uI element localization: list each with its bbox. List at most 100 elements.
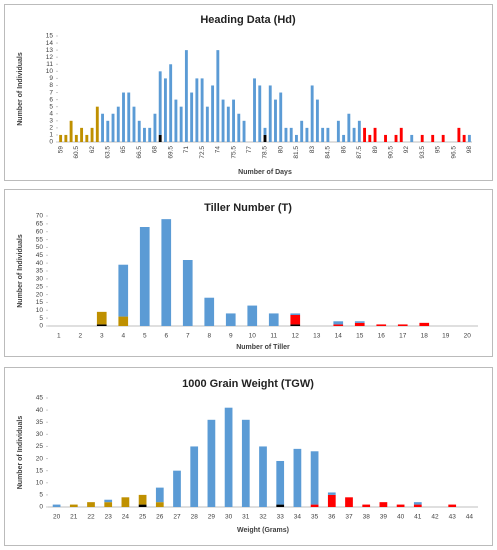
bar-segment: [225, 313, 236, 326]
x-tick-label: 96.5: [450, 146, 457, 159]
bar-segment: [399, 127, 403, 142]
bar-segment: [310, 504, 319, 507]
bar-segment: [410, 134, 414, 142]
bar-segment: [116, 106, 120, 142]
y-tick-label: 25: [36, 443, 44, 450]
y-tick-label: 12: [46, 54, 54, 61]
bar-segment: [139, 227, 150, 326]
bar-segment: [420, 134, 424, 142]
y-tick-label: 45: [36, 252, 44, 259]
y-tick-label: 2: [49, 125, 53, 132]
x-tick-label: 65: [120, 146, 127, 154]
x-tick-label: 3: [100, 333, 104, 340]
bar-segment: [190, 92, 194, 142]
bar-segment: [106, 120, 110, 142]
x-tick-label: 10: [249, 333, 257, 340]
x-tick-label: 19: [442, 333, 450, 340]
x-tick-label: 60.5: [73, 146, 80, 159]
x-tick-label: 74: [215, 146, 222, 154]
bar-segment: [441, 134, 445, 142]
y-tick-label: 1: [49, 132, 53, 139]
bar-segment: [80, 127, 84, 142]
bar-segment: [326, 127, 330, 142]
bar-segment: [413, 504, 422, 507]
y-tick-label: 10: [46, 68, 54, 75]
bar-segment: [263, 134, 267, 142]
y-axis-label: Number of Individuals: [17, 234, 24, 308]
bar-segment: [354, 322, 365, 326]
bar-segment: [74, 134, 78, 142]
bar-segment: [368, 134, 372, 142]
x-tick-label: 98: [466, 146, 473, 154]
bar-segment: [462, 134, 466, 142]
bar-segment: [95, 106, 99, 142]
bar-segment: [379, 502, 388, 507]
x-tick-label: 30: [225, 514, 233, 521]
bar-segment: [179, 106, 183, 142]
bar-segment: [363, 127, 367, 142]
bar-segment: [293, 448, 302, 507]
bar-segment: [143, 127, 146, 142]
bar-segment: [448, 504, 457, 507]
bar-segment: [161, 219, 172, 326]
y-tick-label: 9: [49, 75, 53, 82]
bar-segment: [158, 71, 162, 135]
bar-segment: [59, 134, 63, 142]
x-tick-label: 32: [259, 514, 267, 521]
bar-segment: [333, 321, 344, 325]
x-tick-label: 12: [292, 333, 300, 340]
bar-segment: [362, 504, 371, 507]
bar-segment: [305, 127, 309, 142]
x-tick-label: 6: [164, 333, 168, 340]
bar-segment: [373, 127, 377, 142]
y-tick-label: 30: [36, 431, 44, 438]
bar-segment: [327, 492, 336, 495]
bar-segment: [268, 85, 272, 142]
bar-segment: [96, 311, 107, 325]
bar-segment: [397, 324, 408, 326]
y-tick-label: 7: [49, 89, 53, 96]
x-axis-label: Number of Tiller: [236, 344, 290, 351]
x-tick-label: 86: [340, 146, 347, 154]
x-tick-label: 80: [277, 146, 284, 154]
y-tick-label: 15: [36, 467, 44, 474]
bar-segment: [118, 264, 129, 317]
x-tick-label: 62: [89, 146, 96, 154]
x-tick-label: 90.5: [387, 146, 394, 159]
bar-segment: [207, 419, 216, 507]
bar-segment: [190, 446, 199, 507]
bar-segment: [431, 134, 435, 142]
y-tick-label: 40: [36, 260, 44, 267]
x-tick-label: 8: [207, 333, 211, 340]
x-tick-label: 21: [70, 514, 78, 521]
bar-segment: [87, 502, 95, 507]
bar-segment: [111, 113, 115, 142]
bar-segment: [64, 134, 68, 142]
x-tick-label: 63.5: [105, 146, 112, 159]
x-tick-label: 87.5: [356, 146, 363, 159]
bar-segment: [376, 324, 387, 326]
bar-segment: [396, 504, 405, 507]
x-tick-label: 35: [311, 514, 319, 521]
x-tick-label: 69.5: [167, 146, 174, 159]
bar-segment: [90, 127, 94, 142]
bar-segment: [347, 113, 351, 142]
bar-segment: [52, 504, 61, 507]
x-axis-label: Weight (Grams): [237, 527, 289, 534]
bar-segment: [138, 494, 147, 505]
x-tick-label: 34: [294, 514, 302, 521]
panel: [4, 189, 493, 357]
y-tick-label: 70: [36, 213, 44, 220]
x-tick-label: 25: [139, 514, 147, 521]
bar-segment: [241, 419, 250, 507]
y-tick-label: 0: [39, 504, 43, 511]
bar-segment: [226, 106, 230, 142]
bar-segment: [290, 324, 301, 326]
bar-segment: [290, 315, 301, 325]
x-tick-label: 38: [363, 514, 371, 521]
x-tick-label: 18: [421, 333, 429, 340]
bar-segment: [352, 127, 356, 142]
x-tick-label: 28: [191, 514, 199, 521]
chart-title: 1000 Grain Weight (TGW): [182, 378, 314, 390]
x-tick-label: 81.5: [293, 146, 300, 159]
